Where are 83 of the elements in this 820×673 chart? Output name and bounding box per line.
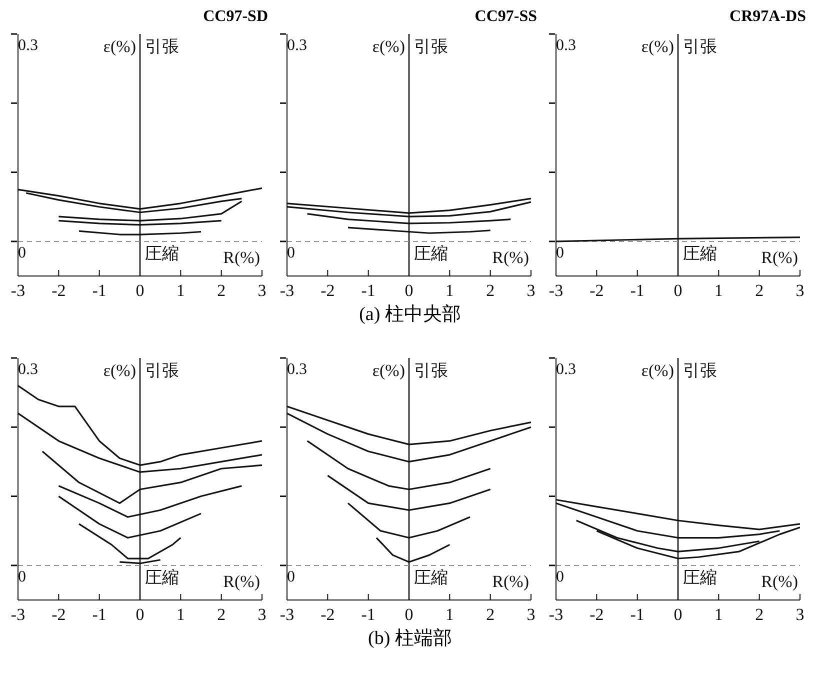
x-tick-label: 0 xyxy=(136,605,144,624)
x-tick-label: -3 xyxy=(548,605,564,624)
x-tick-label: 1 xyxy=(714,605,723,624)
x-tick-label: 2 xyxy=(217,281,226,300)
annotation: 引張 xyxy=(145,37,179,56)
x-tick-label: 3 xyxy=(796,605,804,624)
x-tick-label: 2 xyxy=(217,605,226,624)
x-tick-label: 0 xyxy=(136,281,144,300)
y-tick-label: 0 xyxy=(287,568,295,586)
annotation: 圧縮 xyxy=(145,568,179,588)
x-tick-label: -1 xyxy=(92,605,106,624)
annotation: 引張 xyxy=(683,37,717,56)
annotation: 引張 xyxy=(414,37,448,56)
y-tick-label: 0.3 xyxy=(18,37,38,54)
y-axis-title: ε(%) xyxy=(372,361,405,380)
x-tick-label: 3 xyxy=(796,281,804,300)
x-tick-label: 2 xyxy=(486,281,495,300)
x-tick-label: 0 xyxy=(404,281,414,300)
annotation: 圧縮 xyxy=(414,244,448,264)
annotation: 圧縮 xyxy=(145,244,179,264)
y-tick-label: 0 xyxy=(556,244,564,262)
x-tick-label: 2 xyxy=(755,281,764,300)
x-tick-label: -2 xyxy=(320,605,335,624)
chart-title: CR97A-DS xyxy=(728,8,807,27)
x-tick-label: 3 xyxy=(526,281,536,300)
y-axis-title: ε(%) xyxy=(103,37,136,56)
x-axis-title: R(%) xyxy=(492,248,529,268)
text: (b) 柱端部 xyxy=(367,627,453,651)
x-tick-label: 2 xyxy=(486,605,495,624)
x-tick-label: 1 xyxy=(445,281,454,300)
x-axis-title: R(%) xyxy=(761,572,798,592)
x-tick-label: -3 xyxy=(548,281,564,300)
x-tick-label: -1 xyxy=(361,281,376,300)
annotation: 引張 xyxy=(145,361,179,380)
x-tick-label: -2 xyxy=(52,281,66,300)
x-tick-label: -2 xyxy=(590,281,604,300)
y-tick-label: 0 xyxy=(556,568,564,586)
y-tick-label: 0 xyxy=(18,568,26,586)
y-axis-title: ε(%) xyxy=(641,361,674,380)
annotation: 圧縮 xyxy=(414,568,448,588)
y-tick-label: 0 xyxy=(18,244,26,262)
x-tick-label: -3 xyxy=(280,281,294,300)
x-tick-label: -1 xyxy=(92,281,106,300)
chart-title: CC97-SS xyxy=(474,8,538,27)
x-tick-label: 3 xyxy=(258,605,266,624)
x-tick-label: 1 xyxy=(445,605,454,624)
x-tick-label: -3 xyxy=(10,605,26,624)
y-tick-label: 0 xyxy=(287,244,295,262)
x-tick-label: -2 xyxy=(590,605,604,624)
x-tick-label: 3 xyxy=(526,605,536,624)
annotation: 圧縮 xyxy=(683,244,717,264)
x-tick-label: -1 xyxy=(630,281,644,300)
annotation: 引張 xyxy=(414,361,448,380)
x-tick-label: 1 xyxy=(176,605,185,624)
x-axis-title: R(%) xyxy=(761,248,798,268)
y-tick-label: 0.3 xyxy=(287,361,307,378)
x-axis-title: R(%) xyxy=(223,248,260,268)
x-tick-label: -2 xyxy=(52,605,66,624)
x-tick-label: 0 xyxy=(404,605,414,624)
y-axis-title: ε(%) xyxy=(103,361,136,380)
x-tick-label: 2 xyxy=(755,605,764,624)
y-axis-title: ε(%) xyxy=(372,37,405,56)
x-tick-label: -1 xyxy=(361,605,376,624)
y-tick-label: 0.3 xyxy=(556,37,576,54)
annotation: 引張 xyxy=(683,361,717,380)
x-tick-label: 0 xyxy=(674,281,682,300)
annotation: 圧縮 xyxy=(683,568,717,588)
x-tick-label: -3 xyxy=(10,281,26,300)
y-tick-label: 0.3 xyxy=(556,361,576,378)
x-tick-label: -3 xyxy=(280,605,294,624)
x-tick-label: -1 xyxy=(630,605,644,624)
x-tick-label: 1 xyxy=(714,281,723,300)
x-axis-title: R(%) xyxy=(492,572,529,592)
x-tick-label: 1 xyxy=(176,281,185,300)
x-axis-title: R(%) xyxy=(223,572,260,592)
x-tick-label: -2 xyxy=(320,281,335,300)
text: (a) 柱中央部 xyxy=(358,303,462,327)
y-axis-title: ε(%) xyxy=(641,37,674,56)
x-tick-label: 0 xyxy=(674,605,682,624)
chart-title: CC97-SD xyxy=(202,8,269,27)
x-tick-label: 3 xyxy=(258,281,266,300)
y-tick-label: 0.3 xyxy=(18,361,38,378)
y-tick-label: 0.3 xyxy=(287,37,307,54)
